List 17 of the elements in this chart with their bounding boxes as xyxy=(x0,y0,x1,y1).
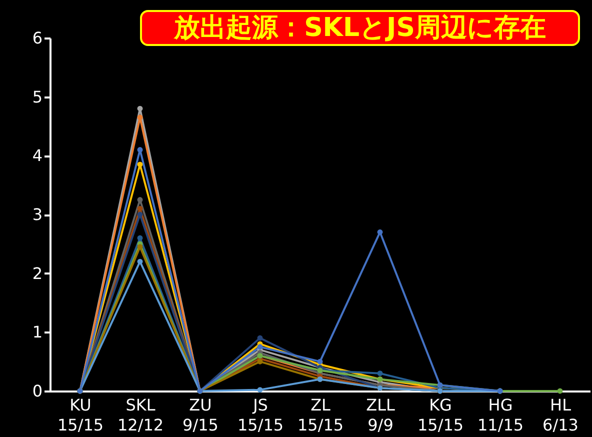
x-tick-label: JS 15/15 xyxy=(237,396,284,434)
y-tick-label: 0 xyxy=(32,382,42,400)
x-tick-label: ZU 9/15 xyxy=(182,396,218,434)
annotation: 放出起源：SKLとJS周辺に存在 xyxy=(140,10,580,46)
y-tick-label: 5 xyxy=(32,87,42,106)
x-tick-label: HL 6/13 xyxy=(542,396,578,434)
y-tick-label: 4 xyxy=(32,146,42,166)
x-tick-label: KG 15/15 xyxy=(417,396,464,434)
x-tick-label: ZLL 9/9 xyxy=(366,396,395,434)
y-tick-label: 2 xyxy=(32,264,42,283)
x-tick-label: SKL 12/12 xyxy=(117,396,164,434)
y-tick-label: 1 xyxy=(32,322,42,342)
x-tick-label: ZL 15/15 xyxy=(297,396,344,434)
y-tick-label: 3 xyxy=(32,205,42,224)
x-tick-label: HG 11/15 xyxy=(477,396,524,434)
x-tick-label: KU 15/15 xyxy=(57,396,104,434)
y-tick-label: 6 xyxy=(32,28,42,48)
